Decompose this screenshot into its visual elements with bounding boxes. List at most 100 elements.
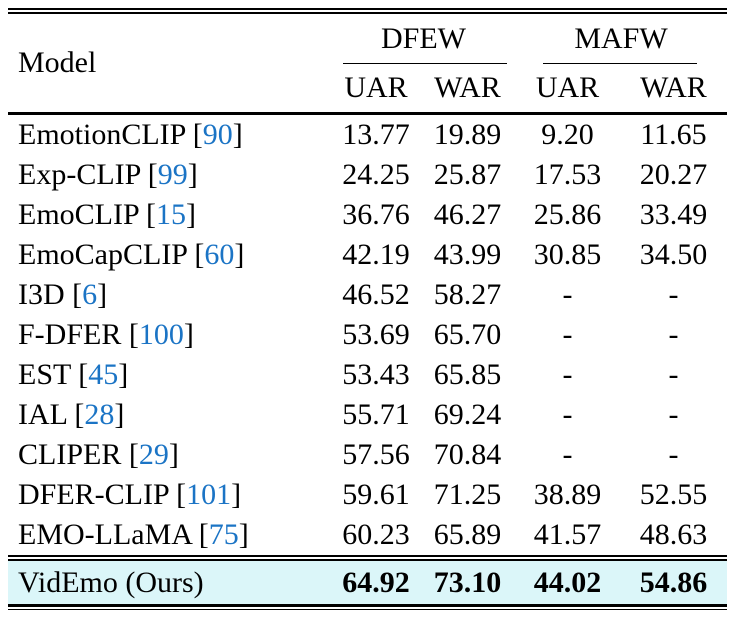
citation-link[interactable]: 45	[88, 358, 119, 391]
metric-value: 46.52	[342, 278, 410, 311]
table-row: DFER-CLIP [101] 59.61 71.25 38.89 52.55	[8, 475, 727, 515]
metric-value: 44.02	[533, 565, 602, 599]
bottom-rule-outer	[8, 608, 727, 610]
metric-value: -	[668, 318, 679, 351]
citation-link[interactable]: 90	[202, 118, 233, 151]
table-header: Model DFEW MAFW UAR WAR UAR WAR	[8, 14, 727, 112]
column-group-dfew: DFEW	[332, 14, 515, 64]
pre-highlight-rule-outer	[8, 555, 727, 557]
table-row: EmoCapCLIP [60] 42.19 43.99 30.85 34.50	[8, 235, 727, 275]
model-label: EmoCapCLIP [	[18, 238, 205, 271]
citation-link[interactable]: 28	[84, 398, 115, 431]
table-row: EmoCLIP [15] 36.76 46.27 25.86 33.49	[8, 195, 727, 235]
metric-value: 59.61	[342, 478, 410, 511]
metric-value: 57.56	[342, 438, 410, 471]
table-row: EMO-LLaMA [75] 60.23 65.89 41.57 48.63	[8, 515, 727, 555]
citation-link[interactable]: 29	[138, 438, 169, 471]
citation-link[interactable]: 100	[138, 318, 184, 351]
highlight-row: VidEmo (Ours) 64.92 73.10 44.02 54.86	[8, 561, 727, 604]
metric-value: -	[668, 278, 679, 311]
metric-value: -	[562, 318, 573, 351]
metric-value: -	[562, 398, 573, 431]
model-label: Exp-CLIP [	[18, 158, 158, 191]
model-label: EMO-LLaMA [	[18, 518, 209, 551]
model-name: EmoCLIP [15]	[8, 195, 332, 235]
metric-value: 60.23	[342, 518, 410, 551]
metric-value: 13.77	[342, 118, 410, 151]
citation-link[interactable]: 15	[156, 198, 187, 231]
citation-bracket: ]	[118, 358, 129, 391]
metric-value: 19.89	[433, 118, 502, 151]
metric-value: 9.20	[541, 118, 594, 151]
metric-value: 69.24	[433, 398, 502, 431]
top-rule-inner	[8, 11, 727, 14]
header-rule	[8, 112, 727, 115]
citation-link[interactable]: 99	[157, 158, 188, 191]
model-name: EMO-LLaMA [75]	[8, 515, 332, 555]
metric-value: -	[562, 278, 573, 311]
column-header-dfew-uar: UAR	[344, 71, 408, 104]
metric-value: 42.19	[342, 238, 410, 271]
column-header-model: Model	[18, 46, 97, 79]
metric-value: 65.70	[433, 318, 502, 351]
citation-bracket: ]	[232, 118, 243, 151]
table-row: F-DFER [100] 53.69 65.70 - -	[8, 315, 727, 355]
column-header-mafw-war: WAR	[640, 71, 707, 104]
column-header-dfew-war: WAR	[434, 71, 501, 104]
metric-value: 71.25	[433, 478, 502, 511]
citation-link[interactable]: 6	[82, 278, 98, 311]
metric-value: 48.63	[639, 518, 708, 551]
citation-link[interactable]: 101	[186, 478, 232, 511]
model-label: CLIPER [	[18, 438, 139, 471]
citation-bracket: ]	[97, 278, 108, 311]
metric-value: 43.99	[433, 238, 502, 271]
model-name: CLIPER [29]	[8, 435, 332, 475]
metric-value: 65.89	[433, 518, 502, 551]
table-row: EST [45] 53.43 65.85 - -	[8, 355, 727, 395]
metric-value: 30.85	[533, 238, 602, 271]
model-name: EmotionCLIP [90]	[8, 115, 332, 155]
metric-value: 36.76	[342, 198, 410, 231]
metric-value: 58.27	[433, 278, 502, 311]
citation-link[interactable]: 75	[208, 518, 239, 551]
metric-value: 70.84	[433, 438, 502, 471]
metric-value: 25.86	[533, 198, 602, 231]
model-name: EmoCapCLIP [60]	[8, 235, 332, 275]
citation-bracket: ]	[187, 158, 198, 191]
citation-bracket: ]	[238, 518, 249, 551]
table-row: CLIPER [29] 57.56 70.84 - -	[8, 435, 727, 475]
model-name: DFER-CLIP [101]	[8, 475, 332, 515]
citation-bracket: ]	[234, 238, 245, 271]
metric-value: -	[668, 398, 679, 431]
citation-bracket: ]	[231, 478, 242, 511]
metric-value: -	[668, 438, 679, 471]
dfew-label: DFEW	[381, 22, 466, 55]
model-label: EmotionCLIP [	[18, 118, 203, 151]
metric-value: 46.27	[433, 198, 502, 231]
model-name-ours: VidEmo (Ours)	[18, 565, 204, 599]
metric-value: -	[668, 358, 679, 391]
mafw-underline	[543, 62, 697, 64]
metric-value: 38.89	[533, 478, 602, 511]
metric-value: 41.57	[533, 518, 602, 551]
metric-value: 25.87	[433, 158, 502, 191]
model-name: EST [45]	[8, 355, 332, 395]
table-row: IAL [28] 55.71 69.24 - -	[8, 395, 727, 435]
model-label: EmoCLIP [	[18, 198, 157, 231]
metric-value: 33.49	[639, 198, 708, 231]
metric-value: 17.53	[533, 158, 602, 191]
metric-value: 24.25	[342, 158, 410, 191]
model-name: Exp-CLIP [99]	[8, 155, 332, 195]
metric-value: 11.65	[640, 118, 707, 151]
mafw-label: MAFW	[574, 22, 668, 55]
citation-bracket: ]	[183, 318, 194, 351]
pre-highlight-rule-inner	[8, 558, 727, 561]
model-name: IAL [28]	[8, 395, 332, 435]
metric-value: 53.43	[342, 358, 410, 391]
metric-value: 53.69	[342, 318, 410, 351]
citation-link[interactable]: 60	[204, 238, 235, 271]
model-label: F-DFER [	[18, 318, 139, 351]
citation-bracket: ]	[114, 398, 125, 431]
metric-value: 55.71	[342, 398, 410, 431]
